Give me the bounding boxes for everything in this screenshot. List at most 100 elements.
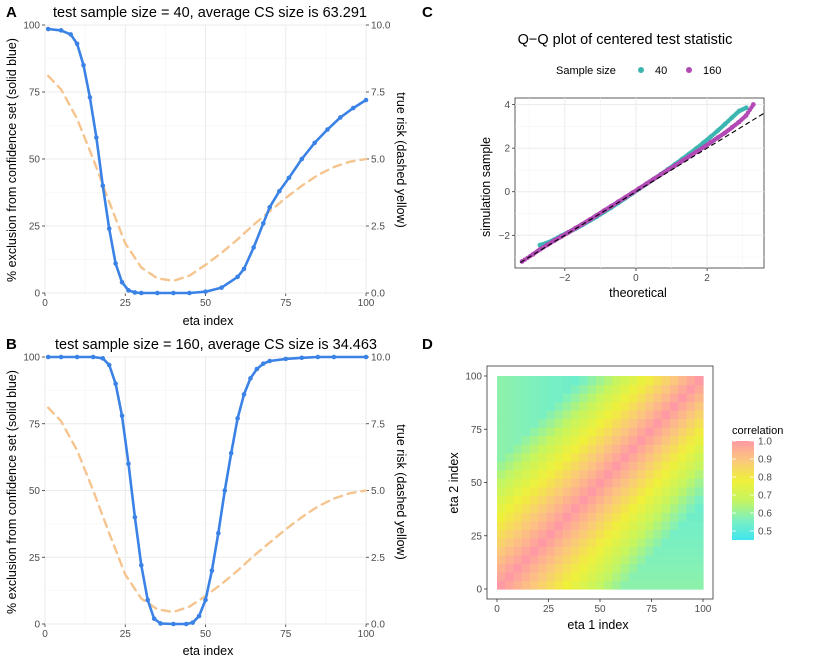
heatmap-cell [538, 580, 548, 590]
heatmap-cell [513, 495, 523, 505]
heatmap-cell [612, 563, 622, 573]
heatmap-cell [694, 554, 704, 565]
heatmap-cell [513, 512, 523, 522]
heatmap-cell [595, 452, 605, 462]
heatmap-cell [612, 401, 622, 411]
heatmap-cell [571, 580, 580, 590]
heatmap-cell [538, 444, 548, 454]
heatmap-cell [612, 444, 622, 454]
heatmap-cell [595, 529, 605, 539]
heatmap-cell [546, 376, 556, 386]
panel-b-exclusion-point [228, 450, 234, 456]
heatmap-cell [678, 452, 688, 462]
heatmap-cell [653, 495, 663, 505]
heatmap-cell [579, 529, 589, 539]
heatmap-cell [529, 486, 539, 496]
panel-b-exclusion-point [299, 355, 305, 361]
heatmap-cell [645, 393, 655, 403]
panel-a-exclusion-point [219, 285, 224, 290]
heatmap-cell [670, 393, 679, 403]
heatmap-cell [612, 461, 622, 471]
heatmap-cell [497, 503, 506, 513]
heatmap-cell [521, 563, 531, 573]
heatmap-cell [595, 486, 605, 496]
qq-point-160 [735, 121, 740, 126]
heatmap-cell [529, 554, 539, 565]
heatmap-cell [579, 571, 589, 582]
heatmap-cell [661, 512, 671, 522]
heatmap-cell [529, 529, 539, 539]
panel-a-exclusion-point [350, 105, 356, 111]
heatmap-cell [505, 563, 515, 573]
heatmap-cell [694, 512, 704, 522]
heatmap-cell [579, 478, 589, 488]
heatmap-cell [587, 503, 597, 513]
panel-a-xtick-label: 100 [358, 298, 375, 309]
heatmap-cell [538, 486, 548, 496]
panel-b-exclusion-point [283, 356, 289, 362]
heatmap-cell [497, 563, 506, 573]
heatmap-cell [637, 563, 646, 573]
heatmap-cell [579, 452, 589, 462]
heatmap-cell [505, 376, 515, 386]
heatmap-cell [546, 469, 556, 479]
heatmap-cell [670, 384, 679, 394]
heatmap-cell [505, 529, 515, 539]
panel-d-ytick-label: 50 [471, 478, 483, 489]
heatmap-cell [678, 563, 688, 573]
heatmap-cell [529, 452, 539, 462]
panel-d-xtick-label: 50 [594, 604, 606, 615]
panel-a-exclusion-point [277, 188, 282, 194]
heatmap-cell [628, 384, 638, 394]
heatmap-cell [562, 418, 572, 428]
heatmap-cell [529, 393, 539, 403]
heatmap-cell [678, 546, 688, 556]
heatmap-cell [612, 503, 622, 513]
heatmap-cell [554, 563, 564, 573]
panel-b-exclusion-point [106, 362, 112, 368]
heatmap-cell [554, 384, 564, 394]
colorbar-label: 0.8 [758, 473, 772, 484]
heatmap-cell [538, 546, 548, 556]
heatmap-cell [513, 546, 523, 556]
heatmap-cell [604, 495, 613, 505]
heatmap-cell [686, 461, 696, 471]
heatmap-cell [637, 503, 646, 513]
heatmap-cell [538, 563, 548, 573]
heatmap-cell [620, 418, 630, 428]
heatmap-cell [686, 537, 696, 547]
heatmap-cell [661, 495, 671, 505]
heatmap-cell [505, 435, 515, 445]
panel-b-ytick-label: 100 [23, 353, 40, 364]
panel-b-exclusion-point [126, 461, 131, 467]
heatmap-cell [497, 529, 506, 539]
panel-a-exclusion-point [100, 183, 106, 189]
heatmap-cell [645, 376, 655, 386]
heatmap-cell [505, 418, 515, 428]
heatmap-cell [579, 410, 589, 420]
heatmap-cell [686, 410, 696, 420]
qq-point-40 [713, 130, 719, 135]
heatmap-cell [571, 435, 580, 445]
heatmap-cell [554, 529, 564, 539]
panel-a-exclusion-point [119, 279, 125, 285]
heatmap-cell [661, 537, 671, 547]
heatmap-cell [678, 529, 688, 539]
heatmap-cell [645, 503, 655, 513]
heatmap-cell [670, 469, 679, 479]
heatmap-cell [653, 401, 663, 411]
heatmap-cell [538, 529, 548, 539]
panel-a-y2tick-label: 10.0 [371, 21, 391, 32]
panel-a-exclusion-point [58, 28, 64, 33]
heatmap-cell [694, 478, 704, 488]
heatmap-cell [595, 444, 605, 454]
heatmap-cell [637, 384, 646, 394]
heatmap-cell [604, 571, 613, 582]
heatmap-cell [620, 478, 630, 488]
heatmap-cell [637, 444, 646, 454]
heatmap-cell [546, 580, 556, 590]
panel-c-ytick-label: 4 [504, 100, 510, 111]
heatmap-cell [546, 461, 556, 471]
heatmap-cell [505, 444, 515, 454]
heatmap-cell [579, 520, 589, 530]
